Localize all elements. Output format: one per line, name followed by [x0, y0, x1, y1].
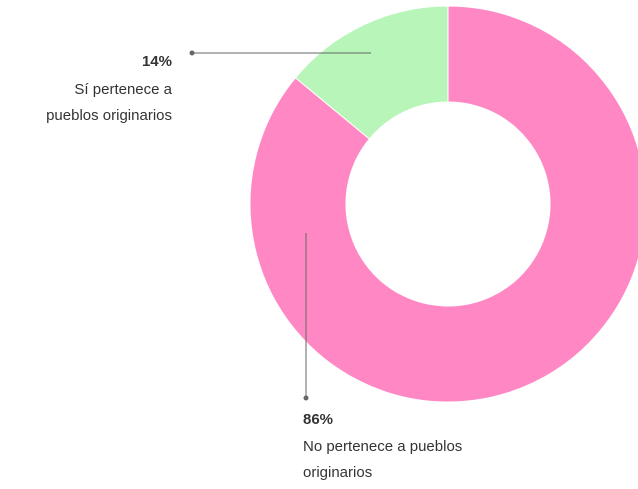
data-label-si-line2: pueblos originarios [46, 107, 172, 124]
leader-dot-no [303, 395, 309, 401]
donut-slices [249, 5, 638, 403]
slice-no-pertenece [249, 5, 638, 403]
data-label-no-pct: 86% [303, 411, 333, 428]
data-label-no-line2: originarios [303, 464, 372, 481]
label-group-no: 86% No pertenece a pueblos originarios [303, 233, 462, 481]
data-label-no-line1: No pertenece a pueblos [303, 438, 462, 455]
data-label-si-line1: Sí pertenece a [74, 81, 172, 98]
leader-dot-si [189, 50, 195, 56]
slice-si-pertenece [294, 5, 449, 140]
data-label-si-pct: 14% [142, 53, 172, 70]
label-group-si: 14% Sí pertenece a pueblos originarios [46, 50, 371, 124]
